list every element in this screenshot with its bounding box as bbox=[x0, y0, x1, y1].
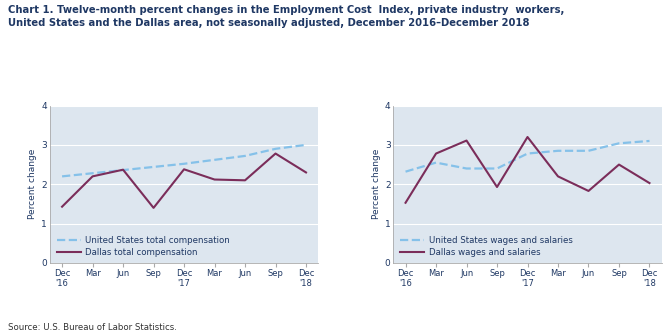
Y-axis label: Percent change: Percent change bbox=[28, 149, 37, 219]
Legend: United States total compensation, Dallas total compensation: United States total compensation, Dallas… bbox=[57, 236, 230, 257]
Y-axis label: Percent change: Percent change bbox=[372, 149, 380, 219]
Text: Chart 1. Twelve-month percent changes in the Employment Cost  Index, private ind: Chart 1. Twelve-month percent changes in… bbox=[8, 5, 565, 28]
Legend: United States wages and salaries, Dallas wages and salaries: United States wages and salaries, Dallas… bbox=[400, 236, 573, 257]
Text: Source: U.S. Bureau of Labor Statistics.: Source: U.S. Bureau of Labor Statistics. bbox=[8, 323, 177, 332]
